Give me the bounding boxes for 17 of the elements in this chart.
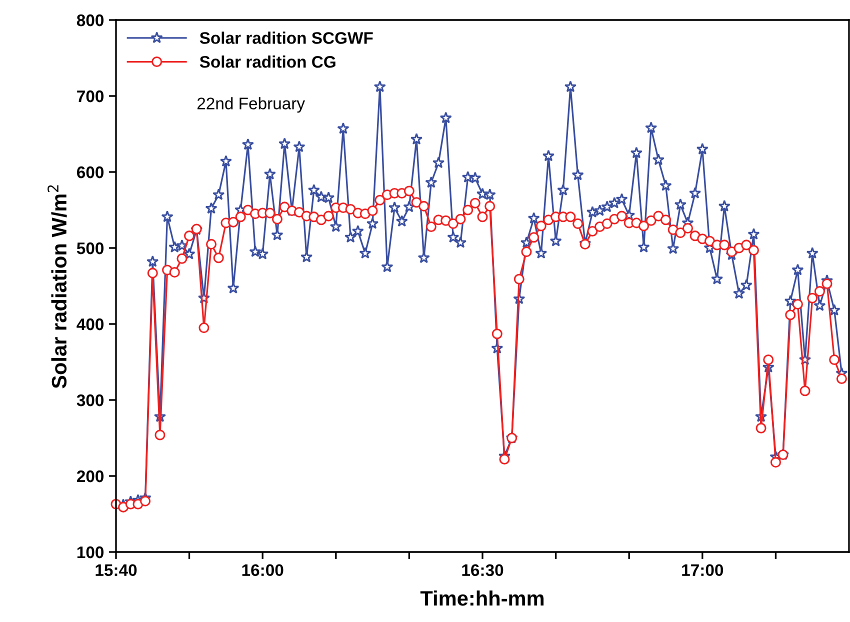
y-tick-label: 800 bbox=[76, 14, 104, 26]
x-tick-label: 16:00 bbox=[242, 564, 284, 576]
legend-label: Solar radition CG bbox=[200, 56, 336, 68]
x-axis-title: Time:hh-mm bbox=[420, 590, 544, 606]
y-tick-label: 700 bbox=[77, 90, 104, 102]
y-tick-label: 200 bbox=[76, 470, 104, 482]
x-tick-label: 17:00 bbox=[682, 564, 724, 576]
y-tick-label: 500 bbox=[76, 242, 104, 254]
y-tick-label: 400 bbox=[76, 318, 104, 330]
y-tick-label: 600 bbox=[77, 166, 104, 178]
x-tick-label: 15:40 bbox=[96, 564, 137, 576]
y-axis-title: Solar radiation W/m$^{2}$ bbox=[48, 185, 67, 388]
legend-label: Solar radition SCGWF bbox=[200, 32, 373, 44]
y-tick-label: 300 bbox=[76, 394, 104, 406]
x-tick-label: 16:30 bbox=[462, 564, 504, 576]
y-tick-label: 100 bbox=[77, 546, 104, 558]
annotation: 22nd February bbox=[197, 97, 305, 113]
